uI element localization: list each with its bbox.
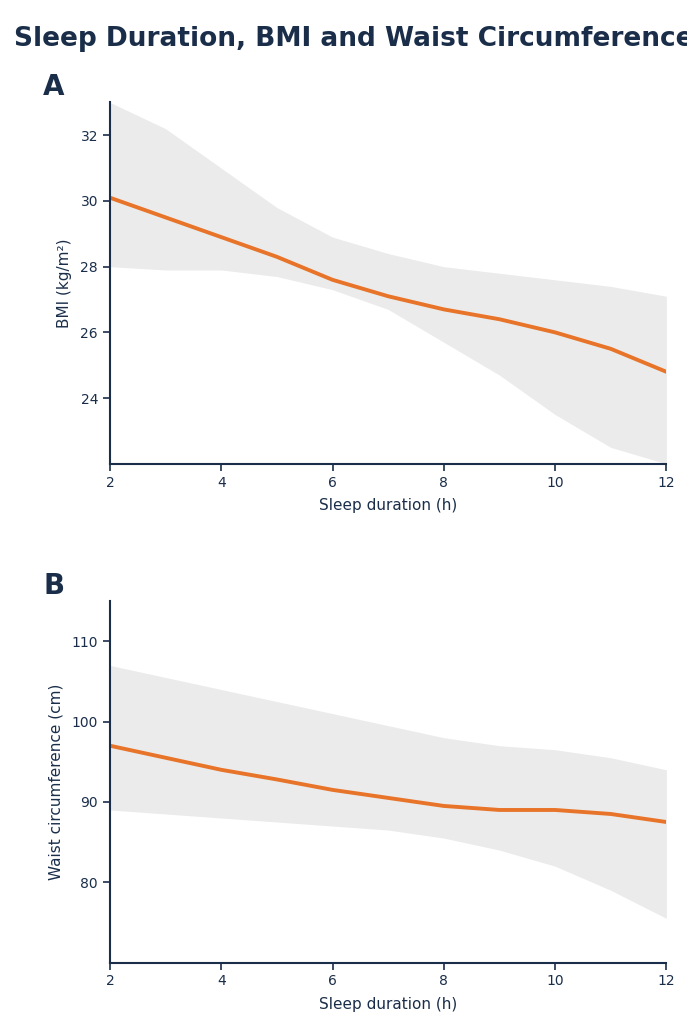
X-axis label: Sleep duration (h): Sleep duration (h) [319, 996, 458, 1012]
X-axis label: Sleep duration (h): Sleep duration (h) [319, 498, 458, 513]
Text: Sleep Duration, BMI and Waist Circumference: Sleep Duration, BMI and Waist Circumfere… [14, 26, 687, 51]
Y-axis label: Waist circumference (cm): Waist circumference (cm) [48, 684, 63, 880]
Text: B: B [43, 572, 65, 600]
Text: A: A [43, 74, 65, 101]
Y-axis label: BMI (kg/m²): BMI (kg/m²) [57, 239, 72, 328]
